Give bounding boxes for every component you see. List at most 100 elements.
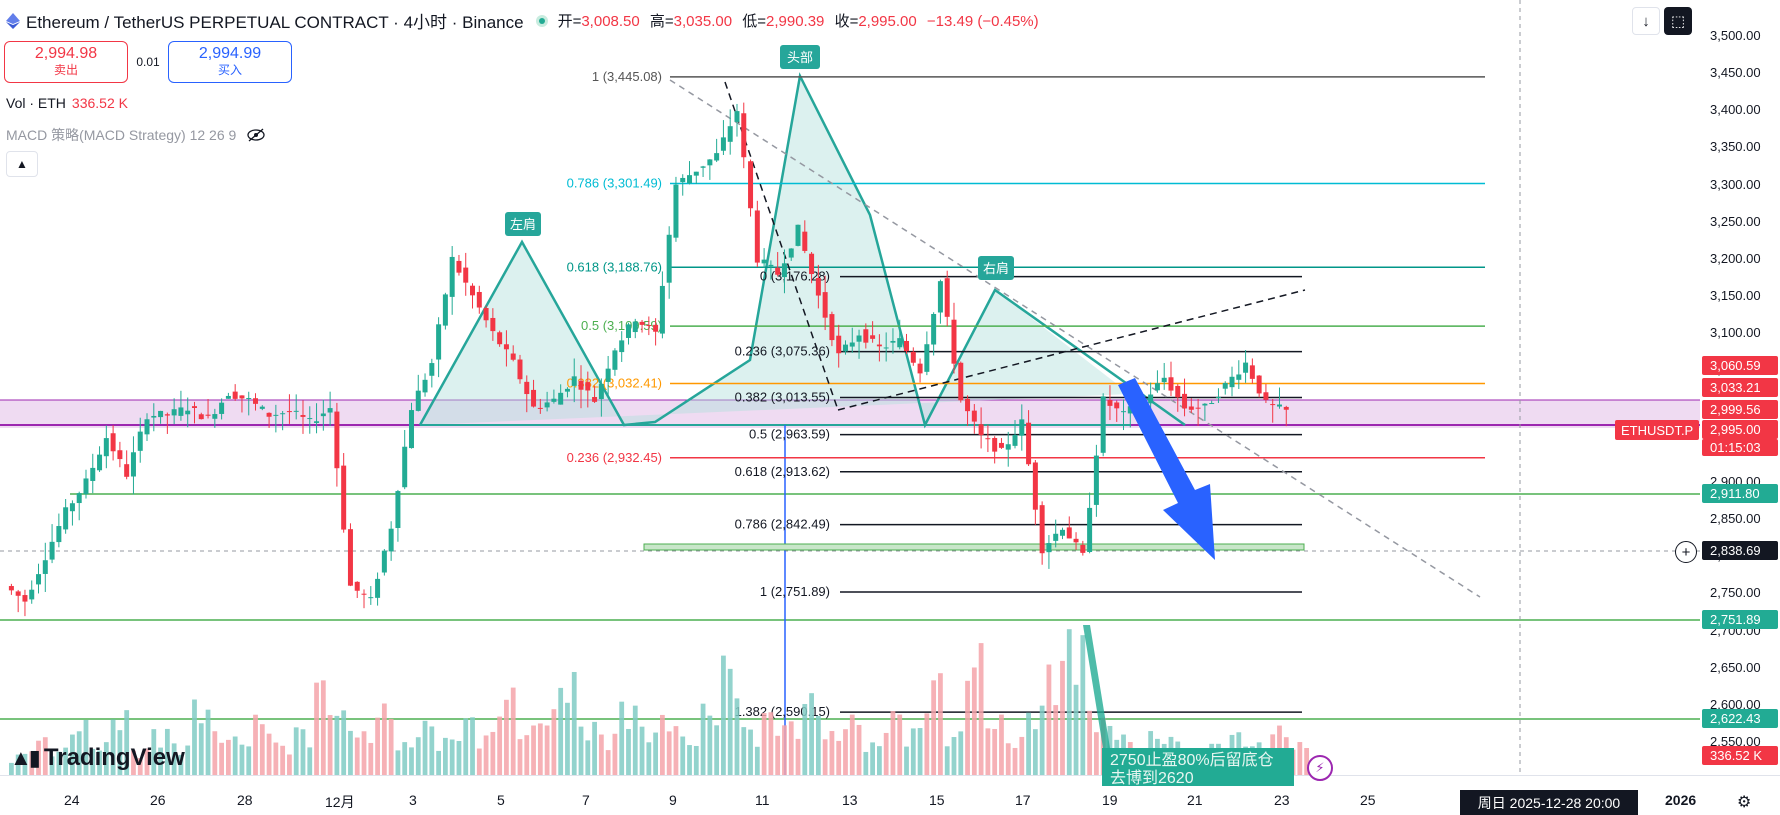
macd-indicator-legend[interactable]: MACD 策略(MACD Strategy) 12 26 9 <box>6 125 266 145</box>
candle-body <box>117 450 123 460</box>
candle-body <box>585 382 591 391</box>
collapse-legend-button[interactable]: ▲ <box>6 151 38 177</box>
candle-body <box>422 379 428 393</box>
volume-bar <box>259 724 265 775</box>
candle-body <box>578 380 584 390</box>
candle-body <box>802 231 808 251</box>
buy-button[interactable]: 2,994.99 买入 <box>168 41 292 83</box>
candle-body <box>76 493 82 504</box>
candle-body <box>124 464 130 477</box>
volume-bar <box>110 719 116 775</box>
fullscreen-button[interactable]: ⬚ <box>1664 7 1692 35</box>
candle-body <box>171 409 177 416</box>
candle-body <box>1209 403 1215 405</box>
volume-bar <box>63 747 69 775</box>
candle-body <box>1121 411 1127 413</box>
candle-body <box>8 586 14 591</box>
candle-body <box>693 171 699 176</box>
candle-body <box>768 264 774 267</box>
volume-bar <box>517 739 523 775</box>
fib-level-label: 0.236 (3,075.36) <box>735 344 830 359</box>
settings-icon[interactable]: ⚙ <box>1737 794 1752 811</box>
open-label: 开= <box>557 13 582 30</box>
svg-text:左肩: 左肩 <box>510 217 536 232</box>
volume-indicator-legend[interactable]: Vol · ETH 336.52 K <box>6 95 128 111</box>
volume-bar <box>178 754 184 775</box>
time-tick-label: 15 <box>929 792 945 808</box>
candle-body <box>612 350 618 370</box>
candle-body <box>69 503 75 512</box>
candle-body <box>307 418 313 420</box>
candle-body <box>863 329 869 343</box>
candle-body <box>958 362 964 401</box>
change-value: −13.49 (−0.45%) <box>926 13 1039 30</box>
volume-indicator-value: 336.52 K <box>71 95 128 111</box>
volume-bar <box>897 714 903 775</box>
volume-bar <box>219 742 224 775</box>
candle-body <box>517 359 523 380</box>
symbol-title[interactable]: Ethereum / TetherUS PERPETUAL CONTRACT ·… <box>26 13 524 32</box>
ethereum-icon <box>6 12 20 29</box>
rising-dashed-line <box>837 289 1306 411</box>
volume-bar <box>795 738 801 775</box>
volume-bar <box>761 713 767 775</box>
candle-body <box>1182 393 1188 409</box>
volume-bar <box>632 705 638 775</box>
candle-body <box>537 407 543 409</box>
volume-bar <box>849 714 855 775</box>
candle-body <box>1202 403 1208 406</box>
candle-body <box>361 593 367 595</box>
candle-body <box>130 452 136 477</box>
lightning-icon[interactable]: ⚡ <box>1307 755 1333 781</box>
volume-bar <box>22 753 28 775</box>
candle-body <box>897 338 903 348</box>
volume-bar <box>314 682 319 775</box>
volume-bar <box>1005 743 1011 775</box>
tradingview-logo[interactable]: ▲▮ TradingView <box>10 744 185 772</box>
strategy-note[interactable]: 2750止盈80%后留底仓 去博到2620 <box>1102 748 1294 786</box>
fib-level-label: 1.382 (2,590.15) <box>735 704 830 719</box>
price-tick-label: 3,450.00 <box>1710 65 1761 81</box>
buy-label: 买入 <box>217 63 242 77</box>
volume-bar <box>375 717 380 775</box>
volume-bar <box>565 702 570 775</box>
volume-bar <box>754 746 760 775</box>
hidden-eye-icon[interactable] <box>246 128 266 142</box>
volume-bar <box>1012 747 1018 775</box>
candle-body <box>965 398 971 412</box>
candle-body <box>1276 404 1282 407</box>
fib-anchor-line <box>724 81 839 411</box>
candle-body <box>191 406 197 408</box>
volume-bar <box>585 740 591 775</box>
add-plus-icon[interactable]: + <box>1675 541 1697 563</box>
right-shoulder-label: 右肩 <box>978 256 1014 280</box>
candle-body <box>592 397 598 402</box>
volume-bar <box>341 710 347 775</box>
volume-bar <box>843 729 848 775</box>
candle-body <box>625 324 631 338</box>
sell-button[interactable]: 2,994.98 卖出 <box>4 41 128 83</box>
time-tick-label: 28 <box>237 792 253 808</box>
volume-bar <box>273 742 279 775</box>
candle-body <box>1195 407 1201 409</box>
volume-bar <box>1053 705 1059 775</box>
volume-bar <box>1032 729 1038 775</box>
candle-body <box>720 137 726 151</box>
scroll-down-button[interactable]: ↓ <box>1632 7 1660 35</box>
candle-body <box>29 589 35 600</box>
candle-body <box>219 402 225 414</box>
candle-body <box>605 368 611 382</box>
volume-bar <box>483 735 489 775</box>
volume-bar <box>822 739 828 775</box>
candle-body <box>910 351 916 363</box>
candle-body <box>531 389 537 407</box>
logo-text: TradingView <box>43 744 185 771</box>
volume-bar <box>90 748 96 775</box>
volume-bar <box>1087 710 1092 775</box>
candle-body <box>510 353 516 360</box>
volume-bar <box>395 750 401 775</box>
note-connector <box>1083 625 1110 748</box>
time-tick-label: 11 <box>755 792 770 808</box>
